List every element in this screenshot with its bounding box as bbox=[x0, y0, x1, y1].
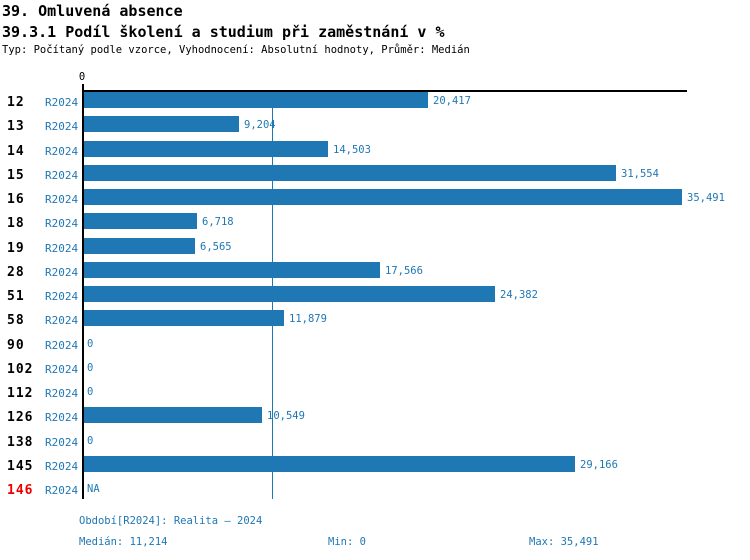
y-axis-line bbox=[82, 90, 84, 499]
series-label: R2024 bbox=[45, 339, 79, 352]
value-bar bbox=[84, 310, 284, 326]
series-label: R2024 bbox=[45, 411, 79, 424]
median-stat-label: Medián: 11,214 bbox=[79, 536, 168, 548]
value-bar bbox=[84, 407, 262, 423]
chart-row: 18 R2024 6,718 bbox=[0, 213, 750, 237]
row-id-label: 16 bbox=[7, 192, 25, 207]
bar-value-label: NA bbox=[87, 483, 100, 495]
chart-title: 39.3.1 Podíl školení a studium při zaměs… bbox=[2, 23, 445, 41]
series-label: R2024 bbox=[45, 484, 79, 497]
chart-row: 15 R2024 31,554 bbox=[0, 165, 750, 189]
bar-value-label: 6,718 bbox=[202, 216, 234, 228]
bar-value-label: 14,503 bbox=[333, 144, 371, 156]
chart-row: 19 R2024 6,565 bbox=[0, 238, 750, 262]
axis-zero-tick-label: 0 bbox=[78, 71, 86, 83]
series-label: R2024 bbox=[45, 120, 79, 133]
value-bar bbox=[84, 116, 239, 132]
series-label: R2024 bbox=[45, 290, 79, 303]
row-id-label: 19 bbox=[7, 241, 25, 256]
row-id-label: 58 bbox=[7, 313, 25, 328]
bar-value-label: 0 bbox=[87, 435, 94, 447]
value-bar bbox=[84, 165, 616, 181]
min-stat-label: Min: 0 bbox=[328, 536, 366, 548]
bar-value-label: 0 bbox=[87, 362, 94, 374]
bar-value-label: 9,204 bbox=[244, 119, 276, 131]
series-label: R2024 bbox=[45, 145, 79, 158]
chart-row: 12 R2024 20,417 bbox=[0, 92, 750, 116]
x-axis-line bbox=[82, 90, 687, 92]
chart-row: 90 R2024 0 bbox=[0, 335, 750, 359]
chart-row: 138 R2024 0 bbox=[0, 432, 750, 456]
chart-row: 58 R2024 11,879 bbox=[0, 310, 750, 334]
series-label: R2024 bbox=[45, 242, 79, 255]
series-label: R2024 bbox=[45, 363, 79, 376]
series-label: R2024 bbox=[45, 193, 79, 206]
series-label: R2024 bbox=[45, 266, 79, 279]
bar-value-label: 29,166 bbox=[580, 459, 618, 471]
bar-value-label: 0 bbox=[87, 338, 94, 350]
row-id-label: 28 bbox=[7, 265, 25, 280]
series-label: R2024 bbox=[45, 169, 79, 182]
value-bar bbox=[84, 238, 195, 254]
chart-row: 28 R2024 17,566 bbox=[0, 262, 750, 286]
row-id-label: 126 bbox=[7, 410, 34, 425]
chart-row: 146 R2024 NA bbox=[0, 480, 750, 504]
series-label: R2024 bbox=[45, 436, 79, 449]
value-bar bbox=[84, 141, 328, 157]
value-bar bbox=[84, 92, 428, 108]
row-id-label: 90 bbox=[7, 338, 25, 353]
bar-value-label: 0 bbox=[87, 386, 94, 398]
bar-value-label: 17,566 bbox=[385, 265, 423, 277]
bar-value-label: 31,554 bbox=[621, 168, 659, 180]
bar-value-label: 6,565 bbox=[200, 241, 232, 253]
row-id-label: 51 bbox=[7, 289, 25, 304]
value-bar bbox=[84, 456, 575, 472]
chart-row: 14 R2024 14,503 bbox=[0, 141, 750, 165]
bar-value-label: 20,417 bbox=[433, 95, 471, 107]
bar-value-label: 11,879 bbox=[289, 313, 327, 325]
row-id-label: 14 bbox=[7, 144, 25, 159]
row-id-label: 12 bbox=[7, 95, 25, 110]
value-bar bbox=[84, 262, 380, 278]
period-label: Období[R2024]: Realita – 2024 bbox=[79, 515, 263, 527]
row-id-label: 138 bbox=[7, 435, 34, 450]
series-label: R2024 bbox=[45, 387, 79, 400]
chart-row: 16 R2024 35,491 bbox=[0, 189, 750, 213]
chart-row: 145 R2024 29,166 bbox=[0, 456, 750, 480]
max-stat-label: Max: 35,491 bbox=[529, 536, 599, 548]
row-id-label: 13 bbox=[7, 119, 25, 134]
series-label: R2024 bbox=[45, 217, 79, 230]
row-id-label: 146 bbox=[7, 483, 34, 498]
value-bar bbox=[84, 189, 682, 205]
series-label: R2024 bbox=[45, 314, 79, 327]
chart-row: 102 R2024 0 bbox=[0, 359, 750, 383]
value-bar bbox=[84, 286, 495, 302]
report-title: 39. Omluvená absence bbox=[2, 2, 183, 20]
row-id-label: 18 bbox=[7, 216, 25, 231]
bar-value-label: 35,491 bbox=[687, 192, 725, 204]
bar-value-label: 10,549 bbox=[267, 410, 305, 422]
series-label: R2024 bbox=[45, 96, 79, 109]
row-id-label: 15 bbox=[7, 168, 25, 183]
chart-meta-line: Typ: Počítaný podle vzorce, Vyhodnocení:… bbox=[2, 44, 470, 56]
series-label: R2024 bbox=[45, 460, 79, 473]
chart-row: 13 R2024 9,204 bbox=[0, 116, 750, 140]
chart-row: 51 R2024 24,382 bbox=[0, 286, 750, 310]
bar-value-label: 24,382 bbox=[500, 289, 538, 301]
row-id-label: 102 bbox=[7, 362, 34, 377]
chart-row: 112 R2024 0 bbox=[0, 383, 750, 407]
row-id-label: 112 bbox=[7, 386, 34, 401]
row-id-label: 145 bbox=[7, 459, 34, 474]
axis-zero-tick-mark bbox=[82, 84, 84, 90]
value-bar bbox=[84, 213, 197, 229]
chart-row: 126 R2024 10,549 bbox=[0, 407, 750, 431]
